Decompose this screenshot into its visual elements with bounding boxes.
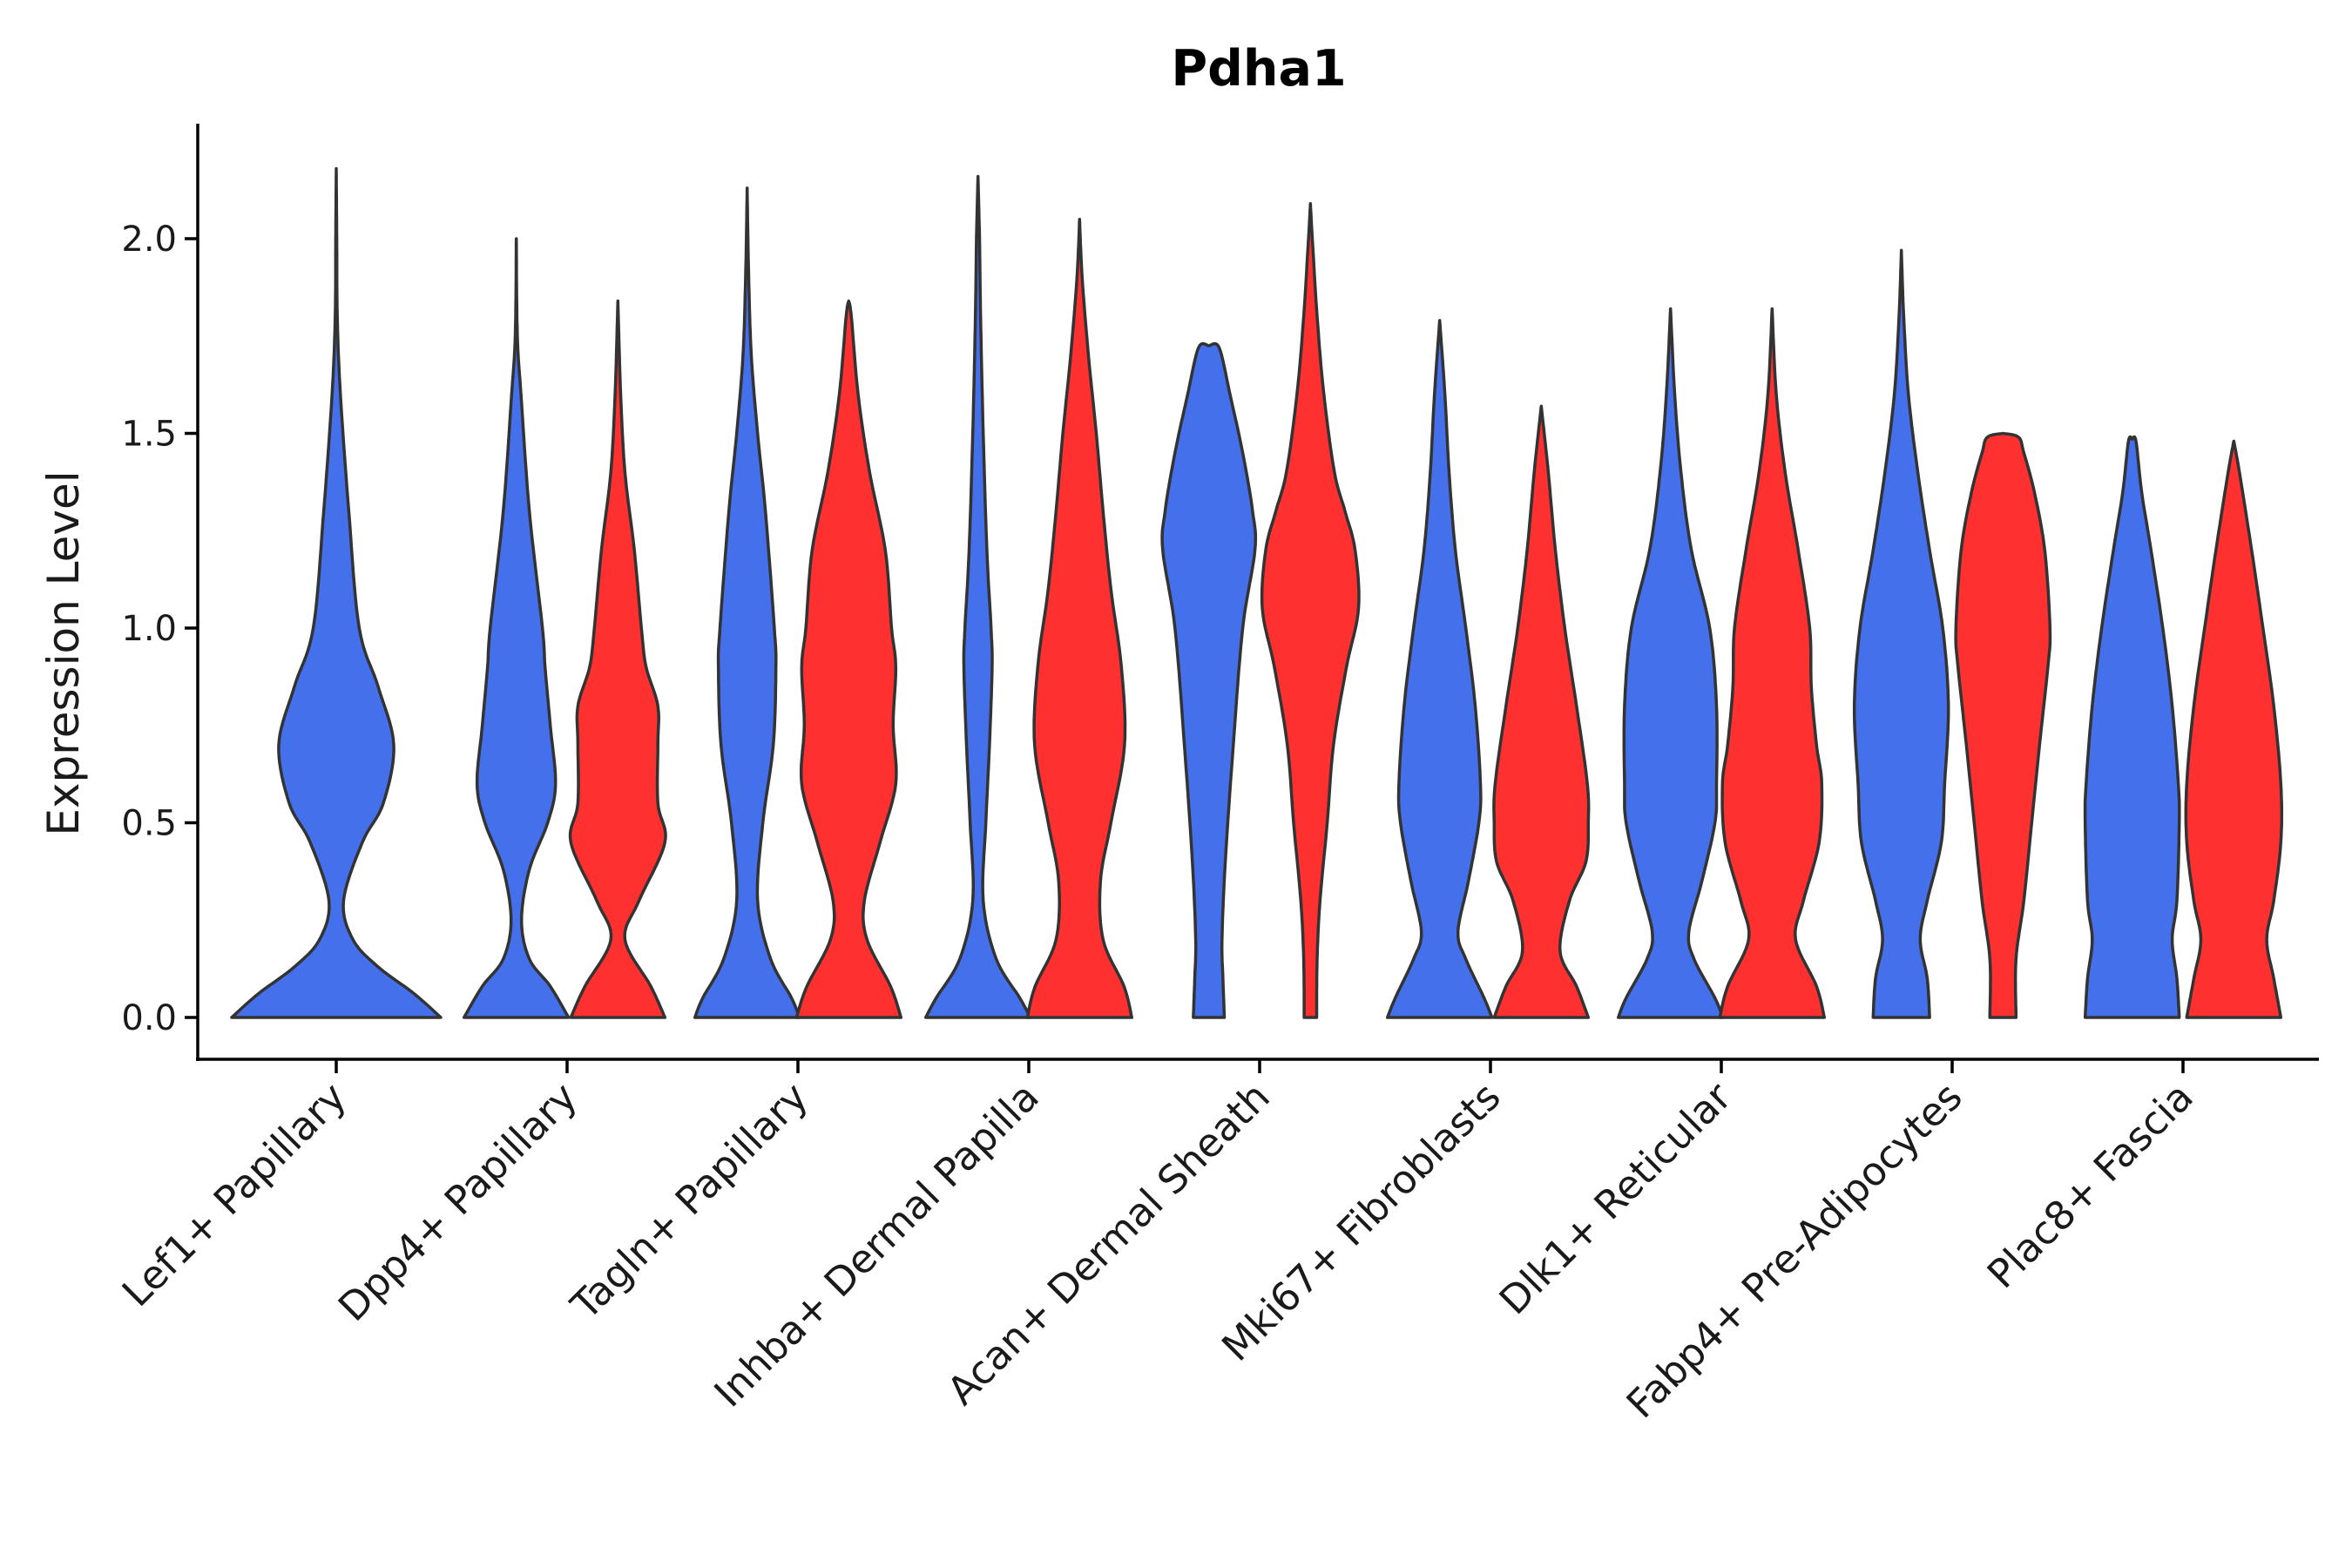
- x-category-label: Plac8+ Fascia: [1978, 1073, 2202, 1297]
- y-ticks: 0.0 0.5 1.0 1.5 2.0: [121, 220, 198, 1038]
- violin-red-5: [1492, 404, 1591, 1019]
- violin-red-2: [794, 299, 903, 1019]
- x-category-label: Dlk1+ Reticular: [1490, 1073, 1740, 1323]
- violin-blue-5: [1385, 319, 1494, 1019]
- axes: [196, 124, 2319, 1061]
- y-tick-label: 0.5: [121, 804, 177, 844]
- violin-blue-6: [1616, 307, 1725, 1019]
- y-tick-label: 1.5: [121, 415, 177, 455]
- y-tick-label: 0.0: [121, 998, 177, 1038]
- violin-red-1: [568, 299, 667, 1019]
- violin-blue-8: [2083, 435, 2181, 1019]
- violin-red-8: [2184, 439, 2284, 1019]
- chart-title: Pdha1: [1171, 40, 1346, 98]
- y-tick-label: 2.0: [121, 220, 177, 260]
- violin-blue-3: [923, 174, 1032, 1019]
- x-category-label: Lef1+ Papillary: [113, 1073, 355, 1315]
- y-axis-title: Expression Level: [38, 470, 89, 835]
- violin-blue-7: [1852, 248, 1950, 1019]
- violin-blue-2: [693, 186, 801, 1019]
- violin-red-7: [1954, 431, 2052, 1019]
- x-category-label: Tagln+ Papillary: [562, 1073, 817, 1328]
- violin-blue-0: [230, 166, 443, 1019]
- violin-blue-4: [1160, 341, 1258, 1019]
- y-tick-label: 1.0: [121, 609, 177, 649]
- x-category-label: Dpp4+ Papillary: [329, 1073, 586, 1330]
- violin-layer: [230, 166, 2284, 1019]
- violin-red-4: [1260, 202, 1361, 1019]
- violin-red-6: [1718, 307, 1827, 1019]
- violin-red-3: [1025, 217, 1134, 1019]
- violin-blue-1: [462, 237, 571, 1019]
